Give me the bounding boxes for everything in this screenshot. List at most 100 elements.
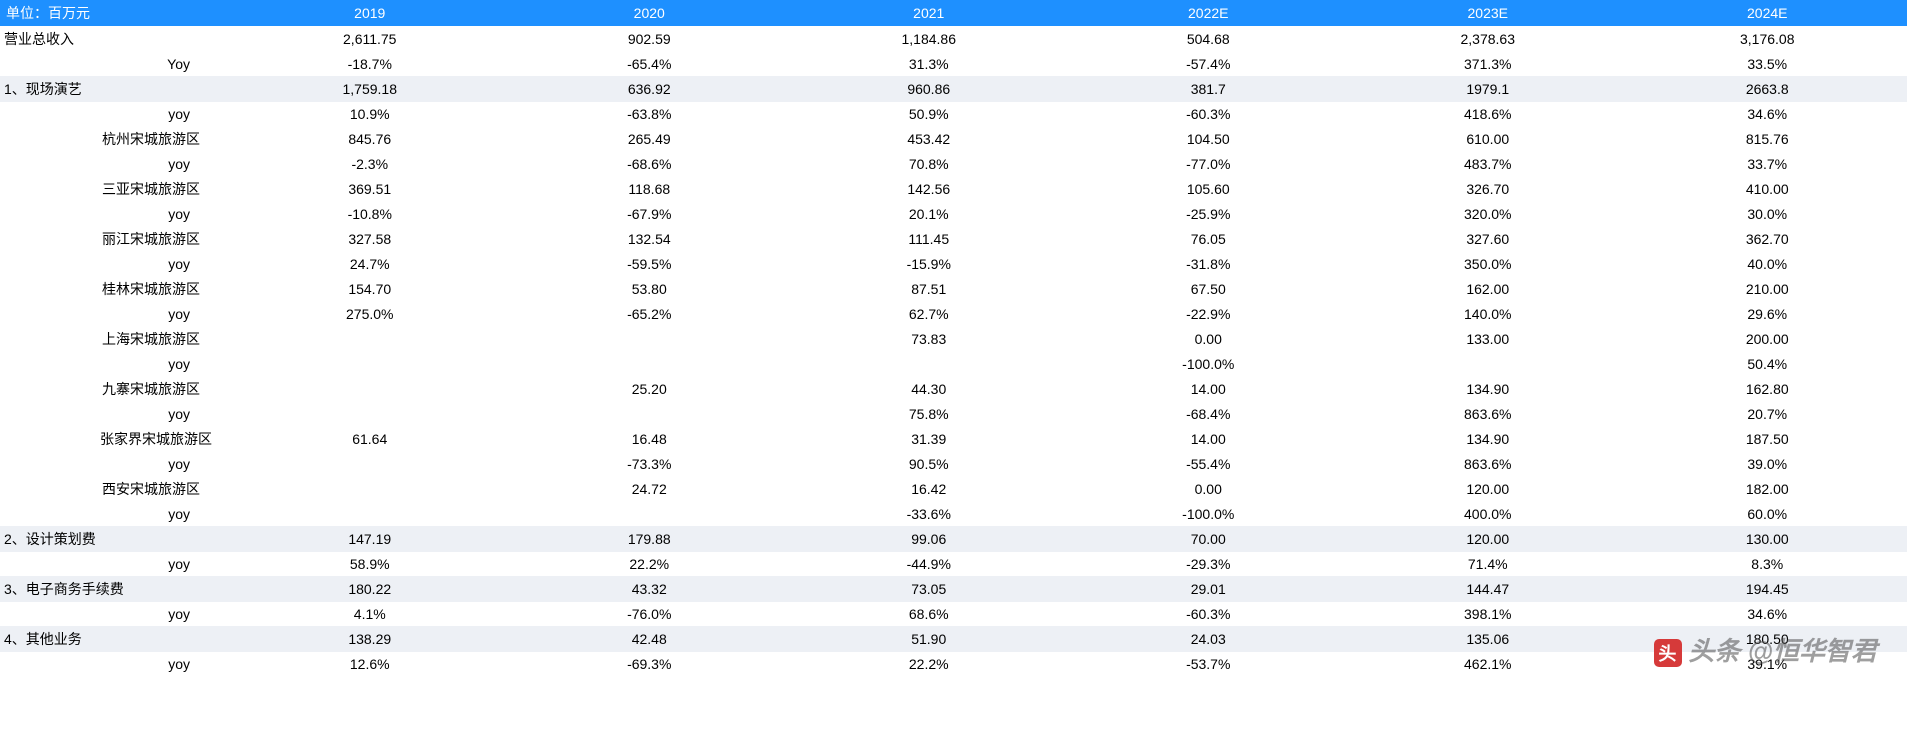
table-row: 张家界宋城旅游区61.6416.4831.3914.00134.90187.50 bbox=[0, 426, 1907, 452]
cell: 362.70 bbox=[1628, 226, 1907, 252]
cell: 76.05 bbox=[1069, 226, 1349, 252]
row-label: yoy bbox=[0, 352, 230, 376]
cell bbox=[230, 376, 510, 402]
cell: -76.0% bbox=[510, 602, 790, 626]
cell: 14.00 bbox=[1069, 376, 1349, 402]
header-year-5: 2024E bbox=[1628, 0, 1907, 26]
cell: -63.8% bbox=[510, 102, 790, 126]
cell: 60.0% bbox=[1628, 502, 1907, 526]
cell: -65.4% bbox=[510, 52, 790, 76]
cell: -68.4% bbox=[1069, 402, 1349, 426]
cell: 265.49 bbox=[510, 126, 790, 152]
cell: 75.8% bbox=[789, 402, 1069, 426]
row-label: yoy bbox=[0, 552, 230, 576]
table-row: yoy75.8%-68.4%863.6%20.7% bbox=[0, 402, 1907, 426]
cell: 138.29 bbox=[230, 626, 510, 652]
cell: 210.00 bbox=[1628, 276, 1907, 302]
cell: 180.50 bbox=[1628, 626, 1907, 652]
cell: 8.3% bbox=[1628, 552, 1907, 576]
cell: 1979.1 bbox=[1348, 76, 1628, 102]
cell: -73.3% bbox=[510, 452, 790, 476]
row-label: 3、电子商务手续费 bbox=[0, 576, 230, 602]
cell bbox=[230, 352, 510, 376]
cell: -69.3% bbox=[510, 652, 790, 676]
cell: 179.88 bbox=[510, 526, 790, 552]
cell bbox=[230, 402, 510, 426]
cell: 58.9% bbox=[230, 552, 510, 576]
cell: 1,184.86 bbox=[789, 26, 1069, 52]
header-year-4: 2023E bbox=[1348, 0, 1628, 26]
cell: 182.00 bbox=[1628, 476, 1907, 502]
cell bbox=[1348, 352, 1628, 376]
table-row: yoy24.7%-59.5%-15.9%-31.8%350.0%40.0% bbox=[0, 252, 1907, 276]
table-row: 西安宋城旅游区24.7216.420.00120.00182.00 bbox=[0, 476, 1907, 502]
row-label: 三亚宋城旅游区 bbox=[0, 176, 230, 202]
row-label: 九寨宋城旅游区 bbox=[0, 376, 230, 402]
cell: -60.3% bbox=[1069, 602, 1349, 626]
cell: 61.64 bbox=[230, 426, 510, 452]
cell: 4.1% bbox=[230, 602, 510, 626]
cell: 398.1% bbox=[1348, 602, 1628, 626]
cell: 610.00 bbox=[1348, 126, 1628, 152]
row-label: yoy bbox=[0, 602, 230, 626]
row-label: yoy bbox=[0, 252, 230, 276]
cell: 120.00 bbox=[1348, 476, 1628, 502]
cell: 12.6% bbox=[230, 652, 510, 676]
cell bbox=[230, 452, 510, 476]
table-row: 上海宋城旅游区73.830.00133.00200.00 bbox=[0, 326, 1907, 352]
cell: 134.90 bbox=[1348, 376, 1628, 402]
table-row: 九寨宋城旅游区25.2044.3014.00134.90162.80 bbox=[0, 376, 1907, 402]
cell: 53.80 bbox=[510, 276, 790, 302]
cell: 0.00 bbox=[1069, 326, 1349, 352]
table-row: 杭州宋城旅游区845.76265.49453.42104.50610.00815… bbox=[0, 126, 1907, 152]
table-row: 1、现场演艺1,759.18636.92960.86381.71979.1266… bbox=[0, 76, 1907, 102]
cell bbox=[230, 326, 510, 352]
table-row: 4、其他业务138.2942.4851.9024.03135.06180.50 bbox=[0, 626, 1907, 652]
cell: -18.7% bbox=[230, 52, 510, 76]
cell: 371.3% bbox=[1348, 52, 1628, 76]
cell: 40.0% bbox=[1628, 252, 1907, 276]
table-row: yoy4.1%-76.0%68.6%-60.3%398.1%34.6% bbox=[0, 602, 1907, 626]
cell: -68.6% bbox=[510, 152, 790, 176]
cell: 275.0% bbox=[230, 302, 510, 326]
header-row: 单位：百万元 2019 2020 2021 2022E 2023E 2024E bbox=[0, 0, 1907, 26]
row-label: yoy bbox=[0, 402, 230, 426]
cell: 105.60 bbox=[1069, 176, 1349, 202]
cell: 2,378.63 bbox=[1348, 26, 1628, 52]
header-year-3: 2022E bbox=[1069, 0, 1349, 26]
cell: -44.9% bbox=[789, 552, 1069, 576]
table-row: yoy-2.3%-68.6%70.8%-77.0%483.7%33.7% bbox=[0, 152, 1907, 176]
header-year-0: 2019 bbox=[230, 0, 510, 26]
row-label: 张家界宋城旅游区 bbox=[0, 426, 230, 452]
cell: -77.0% bbox=[1069, 152, 1349, 176]
cell: -22.9% bbox=[1069, 302, 1349, 326]
cell: 154.70 bbox=[230, 276, 510, 302]
cell: 31.39 bbox=[789, 426, 1069, 452]
cell: 200.00 bbox=[1628, 326, 1907, 352]
cell: 71.4% bbox=[1348, 552, 1628, 576]
row-label: 4、其他业务 bbox=[0, 626, 230, 652]
cell: -2.3% bbox=[230, 152, 510, 176]
cell: 960.86 bbox=[789, 76, 1069, 102]
row-label: yoy bbox=[0, 302, 230, 326]
cell: 863.6% bbox=[1348, 452, 1628, 476]
cell: 453.42 bbox=[789, 126, 1069, 152]
cell: -53.7% bbox=[1069, 652, 1349, 676]
cell bbox=[789, 352, 1069, 376]
cell: 20.7% bbox=[1628, 402, 1907, 426]
table-row: yoy10.9%-63.8%50.9%-60.3%418.6%34.6% bbox=[0, 102, 1907, 126]
cell: -65.2% bbox=[510, 302, 790, 326]
cell: 42.48 bbox=[510, 626, 790, 652]
cell: 369.51 bbox=[230, 176, 510, 202]
cell: 1,759.18 bbox=[230, 76, 510, 102]
cell: -59.5% bbox=[510, 252, 790, 276]
cell: 90.5% bbox=[789, 452, 1069, 476]
cell: 132.54 bbox=[510, 226, 790, 252]
table-row: yoy-33.6%-100.0%400.0%60.0% bbox=[0, 502, 1907, 526]
cell: 400.0% bbox=[1348, 502, 1628, 526]
table-row: 3、电子商务手续费180.2243.3273.0529.01144.47194.… bbox=[0, 576, 1907, 602]
table-row: yoy-73.3%90.5%-55.4%863.6%39.0% bbox=[0, 452, 1907, 476]
cell: 418.6% bbox=[1348, 102, 1628, 126]
cell: 902.59 bbox=[510, 26, 790, 52]
cell: 39.1% bbox=[1628, 652, 1907, 676]
